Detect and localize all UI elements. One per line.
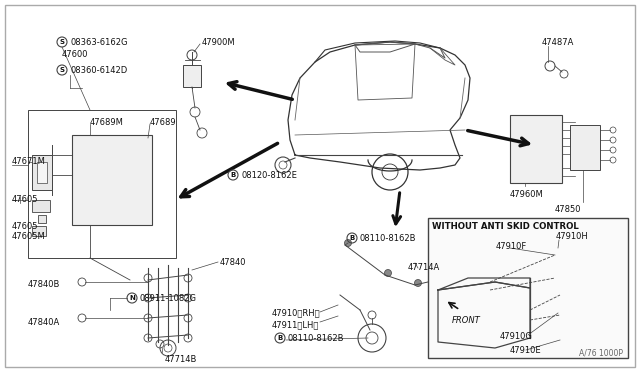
Circle shape [385, 269, 392, 276]
Text: B: B [277, 335, 283, 341]
Text: 47900M: 47900M [202, 38, 236, 47]
Circle shape [415, 279, 422, 286]
Bar [28, 110, 176, 258]
Text: 47689M: 47689M [90, 118, 124, 127]
Text: 47600: 47600 [62, 50, 88, 59]
Text: 08110-8162B: 08110-8162B [360, 234, 417, 243]
Text: 47960M: 47960M [510, 190, 544, 199]
Text: 47714A: 47714A [408, 263, 440, 272]
Bar [32, 226, 46, 236]
Bar [32, 155, 52, 190]
Text: 47840: 47840 [220, 258, 246, 267]
Text: 47850: 47850 [555, 205, 582, 214]
Text: 47910F: 47910F [496, 242, 527, 251]
Text: FRONT: FRONT [452, 316, 481, 325]
Text: B: B [230, 172, 236, 178]
Bar [510, 115, 562, 183]
Text: 08120-8162E: 08120-8162E [241, 171, 297, 180]
Text: N: N [129, 295, 135, 301]
Text: WITHOUT ANTI SKID CONTROL: WITHOUT ANTI SKID CONTROL [432, 222, 579, 231]
Text: 47714B: 47714B [165, 355, 197, 364]
Bar [32, 200, 50, 212]
Text: 47689: 47689 [150, 118, 177, 127]
Text: 47605: 47605 [12, 222, 38, 231]
Bar [72, 135, 152, 225]
Text: 47605M: 47605M [12, 232, 45, 241]
Text: S: S [60, 67, 65, 73]
Text: S: S [60, 39, 65, 45]
Circle shape [344, 240, 351, 247]
Text: 47910〈RH〉: 47910〈RH〉 [272, 308, 321, 317]
Circle shape [440, 275, 447, 282]
Text: 47910G: 47910G [500, 332, 533, 341]
Bar [570, 125, 600, 170]
Text: 08363-6162G: 08363-6162G [70, 38, 127, 47]
Text: 47671M: 47671M [12, 157, 46, 166]
Text: 47910E: 47910E [510, 346, 541, 355]
Text: 47487A: 47487A [542, 38, 574, 47]
Bar [37, 162, 47, 183]
Bar [428, 218, 628, 358]
Text: 08360-6142D: 08360-6142D [70, 66, 127, 75]
Text: B: B [349, 235, 355, 241]
Text: 47840A: 47840A [28, 318, 60, 327]
Text: 08110-8162B: 08110-8162B [288, 334, 344, 343]
Text: A/76 1000P: A/76 1000P [579, 349, 623, 358]
Bar [183, 65, 201, 87]
Text: 47605: 47605 [12, 195, 38, 204]
Text: 47910H: 47910H [556, 232, 589, 241]
Text: 08911-1082G: 08911-1082G [140, 294, 197, 303]
Bar [38, 215, 46, 223]
Text: 47840B: 47840B [28, 280, 60, 289]
Text: 47911〈LH〉: 47911〈LH〉 [272, 320, 319, 329]
